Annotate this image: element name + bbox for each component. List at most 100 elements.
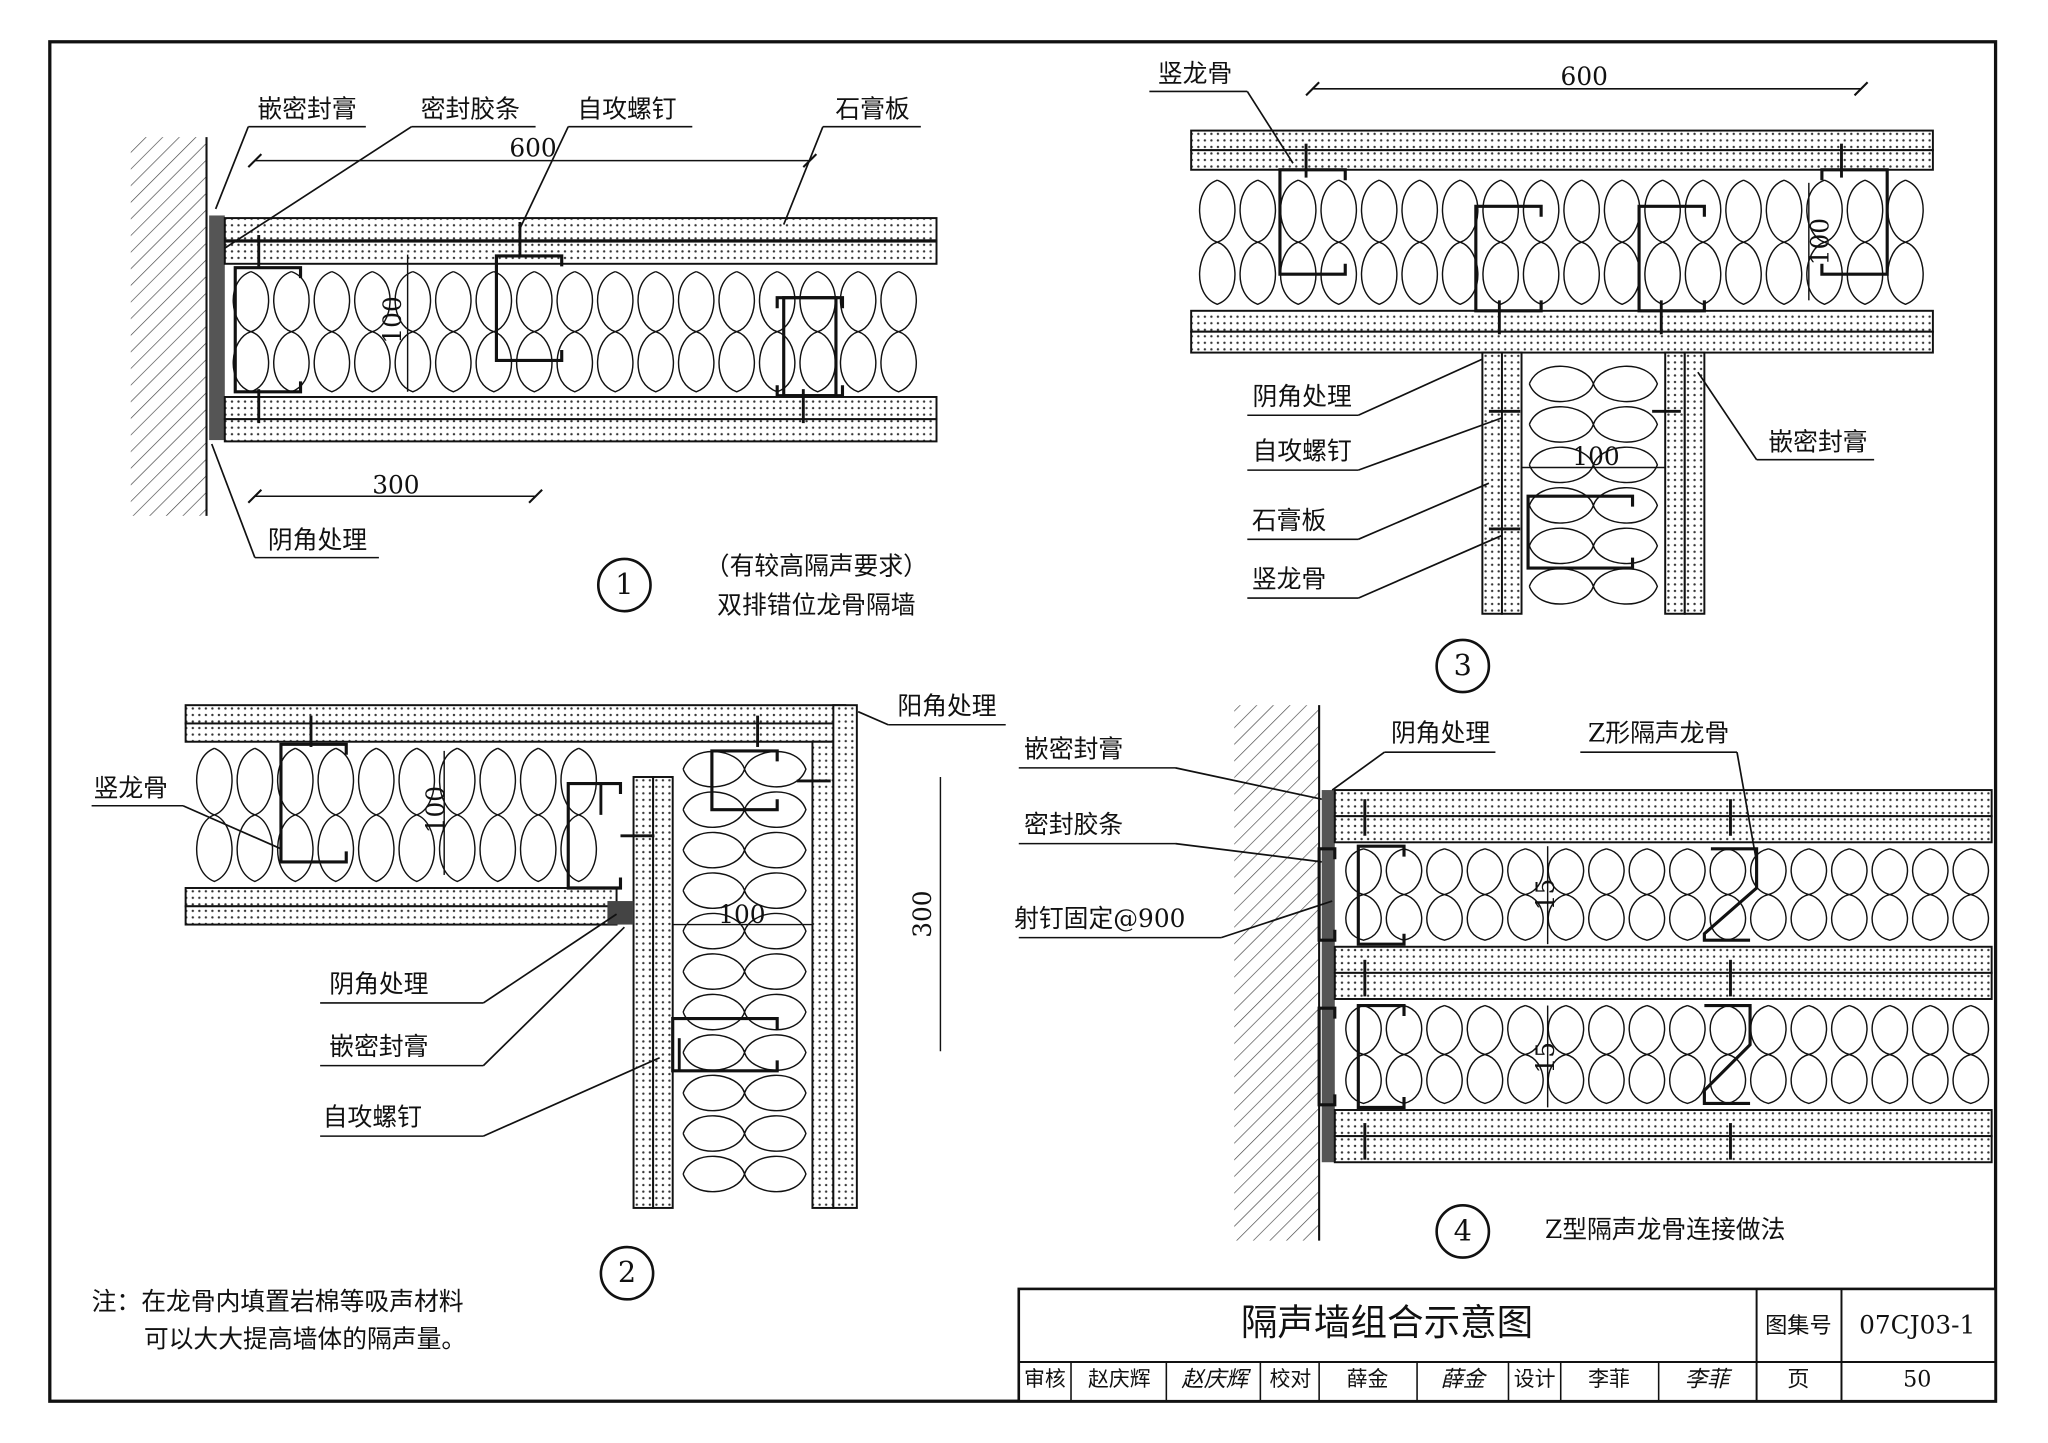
insulation (1871, 1004, 1909, 1105)
insulation (1528, 487, 1659, 524)
insulation (1588, 1004, 1625, 1105)
detail-number-circle (596, 557, 652, 613)
gypsum-board (1190, 330, 1934, 354)
leader-line (1357, 358, 1483, 417)
dimension-tick (247, 153, 263, 168)
c-stud (1317, 1006, 1337, 1107)
signature: 薛金 (1441, 1366, 1488, 1392)
label: 竖龙骨 (94, 774, 168, 803)
insulation (718, 270, 756, 393)
label: 薛金 (1347, 1367, 1389, 1391)
label: 设计 (1514, 1367, 1556, 1391)
leader-line (857, 710, 889, 726)
insulation (1887, 179, 1924, 306)
leader-line (214, 126, 250, 210)
leader-line (224, 125, 413, 249)
leader-line (519, 126, 570, 229)
insulation (1669, 848, 1706, 941)
gypsum-board (1333, 789, 1993, 818)
label: 密封胶条 (1024, 810, 1123, 839)
label: 隔声墙组合示意图 (1241, 1301, 1533, 1344)
c-stud (1356, 844, 1406, 946)
insulation (357, 747, 395, 883)
gypsum-board (223, 240, 938, 265)
label: 阴角处理 (1391, 719, 1490, 748)
gypsum-board (832, 704, 858, 1209)
insulation (313, 270, 351, 393)
detail-number: 1 (615, 567, 633, 601)
insulation (1911, 848, 1949, 941)
insulation (1528, 527, 1659, 565)
detail-number-circle (1435, 1204, 1491, 1259)
label: 注：在龙骨内填置岩棉等吸声材料 (92, 1287, 464, 1316)
label: 阳角处理 (897, 691, 996, 720)
insulation (1482, 179, 1519, 306)
insulation (1528, 567, 1659, 605)
gypsum-board (1500, 351, 1523, 615)
insulation (479, 747, 517, 883)
sealant (607, 901, 634, 925)
label: 600 (509, 134, 556, 163)
insulation (1846, 179, 1884, 306)
insulation (519, 747, 557, 883)
insulation (1239, 179, 1277, 306)
detail-number: 4 (1454, 1213, 1472, 1247)
label: 300 (372, 471, 419, 500)
insulation (1426, 1004, 1463, 1105)
gypsum-board (652, 776, 674, 1209)
insulation (637, 270, 675, 393)
gypsum-board (1190, 129, 1934, 152)
label: 审核 (1024, 1367, 1066, 1391)
insulation (1750, 1004, 1787, 1105)
label: 嵌密封膏 (257, 95, 356, 124)
insulation (682, 831, 807, 869)
label: 双排错位龙骨隔墙 (717, 591, 915, 620)
c-stud (671, 1017, 779, 1073)
label: 嵌密封膏 (1024, 734, 1123, 763)
insulation (1644, 179, 1681, 306)
gypsum-board (811, 740, 835, 1209)
insulation (1628, 848, 1666, 941)
insulation (1547, 1004, 1585, 1105)
label: 射钉固定@900 (1014, 904, 1185, 933)
label: 100 (421, 786, 450, 833)
label: 图集号 (1765, 1313, 1832, 1339)
z-stud (1702, 847, 1759, 942)
insulation (317, 747, 355, 883)
c-stud (1526, 494, 1635, 570)
gypsum-board (1333, 815, 1993, 844)
leader-line (482, 913, 618, 1004)
gypsum-board (1190, 149, 1934, 171)
insulation (1603, 179, 1641, 306)
label: 密封胶条 (421, 95, 520, 124)
insulation (1385, 1004, 1423, 1105)
label: 15 (1531, 1042, 1560, 1074)
leader-line (1357, 482, 1490, 541)
insulation (1522, 179, 1560, 306)
leader-line (1358, 417, 1503, 471)
leader-line (1175, 767, 1322, 801)
c-stud (494, 254, 564, 362)
c-stud (566, 781, 623, 890)
insulation (1709, 848, 1747, 941)
gypsum-board (223, 396, 938, 421)
insulation (1563, 179, 1600, 306)
gypsum-board (1683, 351, 1706, 615)
label: 自攻螺钉 (1253, 437, 1352, 466)
detail-number-circle (1435, 638, 1491, 694)
c-stud (1637, 204, 1706, 313)
insulation (1750, 848, 1787, 941)
insulation (236, 747, 274, 883)
c-stud (233, 266, 303, 394)
insulation (1466, 848, 1504, 941)
gypsum-board (184, 905, 618, 926)
leader-line (782, 126, 824, 225)
insulation (1426, 848, 1463, 941)
gypsum-board (632, 776, 655, 1209)
c-stud (279, 742, 348, 864)
signature: 赵庆辉 (1181, 1366, 1251, 1392)
insulation (1279, 179, 1317, 306)
label: 嵌密封膏 (329, 1032, 428, 1061)
label: 100 (378, 296, 407, 343)
